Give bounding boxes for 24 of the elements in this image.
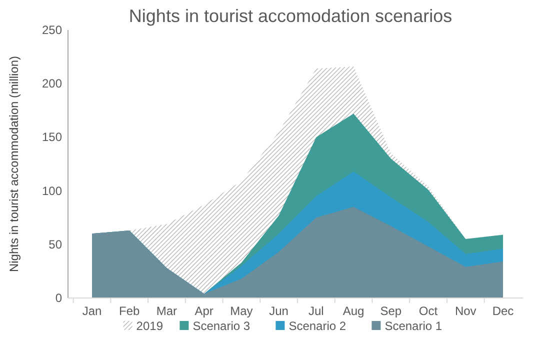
x-tick-label: Jan bbox=[82, 304, 102, 318]
legend-label: Scenario 2 bbox=[288, 319, 346, 333]
y-tick-label: 150 bbox=[42, 130, 62, 144]
x-tick-label: Nov bbox=[454, 304, 476, 318]
y-tick-label: 100 bbox=[42, 184, 62, 198]
legend-label: 2019 bbox=[136, 319, 164, 333]
x-tick-label: Apr bbox=[194, 304, 214, 318]
y-tick-label: 250 bbox=[42, 23, 62, 37]
y-tick-label: 200 bbox=[42, 76, 62, 91]
y-tick-label: 0 bbox=[55, 291, 62, 305]
x-tick-label: Aug bbox=[342, 304, 364, 318]
y-tick-label: 50 bbox=[48, 237, 62, 252]
x-tick-label: Oct bbox=[418, 304, 438, 318]
chart-title: Nights in tourist accomodation scenarios bbox=[128, 6, 452, 26]
legend-label: Scenario 3 bbox=[192, 319, 250, 333]
x-tick-label: Jul bbox=[308, 304, 324, 318]
y-axis-title: Nights in tourist accommodation (million) bbox=[7, 56, 21, 272]
x-tick-label: Dec bbox=[492, 304, 514, 318]
x-tick-label: Mar bbox=[156, 304, 178, 318]
x-tick-label: May bbox=[230, 304, 253, 318]
x-tick-label: Sep bbox=[380, 304, 402, 318]
x-tick-label: Jun bbox=[269, 304, 288, 318]
legend-label: Scenario 1 bbox=[384, 319, 442, 333]
x-tick-label: Feb bbox=[119, 304, 140, 318]
